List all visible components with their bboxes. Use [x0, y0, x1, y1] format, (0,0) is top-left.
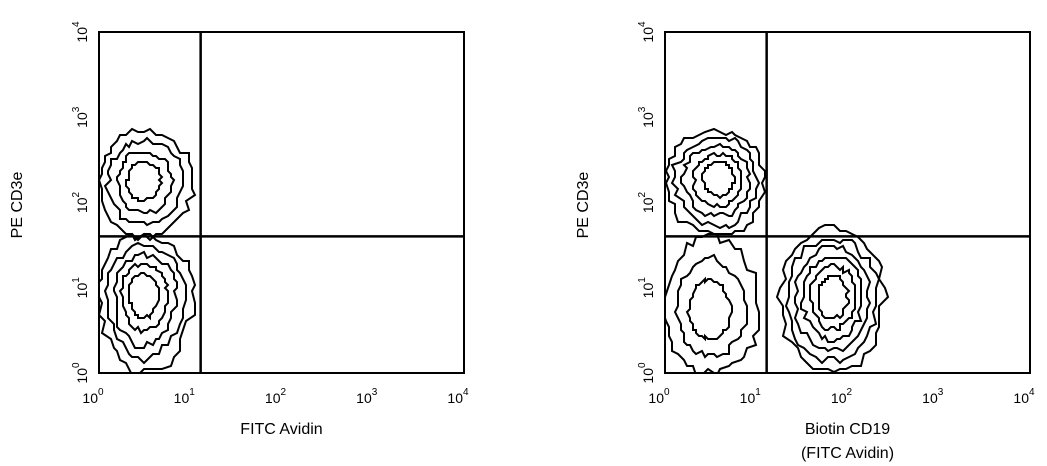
plot-cd3e-vs-fitc-avidin: 100 101 102 103 104 100 101 102 103 104 PE CD3e FIT… [9, 21, 469, 438]
contour-line-1-3 [125, 161, 164, 202]
contour-line-1-1 [103, 136, 184, 227]
x-tick-label: 104 [447, 387, 469, 406]
x-tick-label: 102 [831, 387, 853, 406]
contour-line-0-0 [665, 127, 767, 235]
contour-line-1-0 [99, 127, 197, 242]
contour-line-0-0 [99, 232, 197, 373]
contour-line-2-5 [818, 275, 851, 320]
contour-line-2-1 [784, 239, 881, 365]
y-tick-label: 102 [71, 191, 90, 213]
x-tick-label: 103 [922, 387, 944, 406]
x-tick-label: 103 [356, 387, 378, 406]
plot-frame [98, 31, 465, 374]
x-tick-label: 100 [82, 387, 104, 406]
contour-line-1-0 [665, 233, 760, 373]
contour-populations [665, 127, 890, 373]
contour-line-0-2 [680, 142, 752, 218]
x-tick-label: 104 [1013, 387, 1035, 406]
contour-populations [99, 127, 197, 373]
contour-line-2-3 [800, 257, 863, 343]
contour-line-0-2 [113, 250, 178, 349]
x-tick-label: 101 [740, 387, 762, 406]
plot-cd3e-vs-biotin-cd19: 100 101 102 103 104 100 101 102 103 104 PE CD3e Bio… [575, 21, 1035, 462]
x-tick-label: 100 [648, 387, 670, 406]
contour-line-1-1 [673, 253, 748, 359]
contour-line-0-1 [670, 136, 761, 230]
contour-line-2-2 [793, 244, 872, 353]
contour-line-0-4 [701, 161, 736, 200]
y-axis-label: PE CD3e [9, 172, 26, 239]
x-axis-label: Biotin CD19 (FITC Avidin) [801, 421, 894, 462]
y-tick-label: 103 [637, 106, 656, 128]
contour-line-1-2 [116, 152, 176, 215]
contour-line-0-4 [128, 272, 160, 321]
y-axis-label: PE CD3e [575, 172, 592, 239]
y-tick-label: 103 [71, 106, 90, 128]
y-tick-label: 100 [71, 362, 90, 384]
y-tick-label: 101 [637, 277, 656, 299]
contour-line-2-0 [775, 224, 890, 373]
y-tick-label: 100 [637, 362, 656, 384]
contour-line-0-3 [692, 151, 742, 209]
y-tick-label: 104 [637, 21, 656, 43]
x-axis-label: FITC Avidin [240, 421, 322, 438]
contour-line-0-1 [103, 241, 187, 365]
y-tick-label: 104 [71, 21, 90, 43]
contour-line-2-4 [809, 263, 856, 331]
plot-frame [664, 31, 1031, 374]
y-tick-label: 102 [637, 191, 656, 213]
contour-line-0-3 [118, 262, 170, 335]
y-tick-label: 101 [71, 277, 90, 299]
x-tick-label: 102 [265, 387, 287, 406]
contour-line-1-2 [685, 276, 733, 342]
x-tick-label: 101 [174, 387, 196, 406]
